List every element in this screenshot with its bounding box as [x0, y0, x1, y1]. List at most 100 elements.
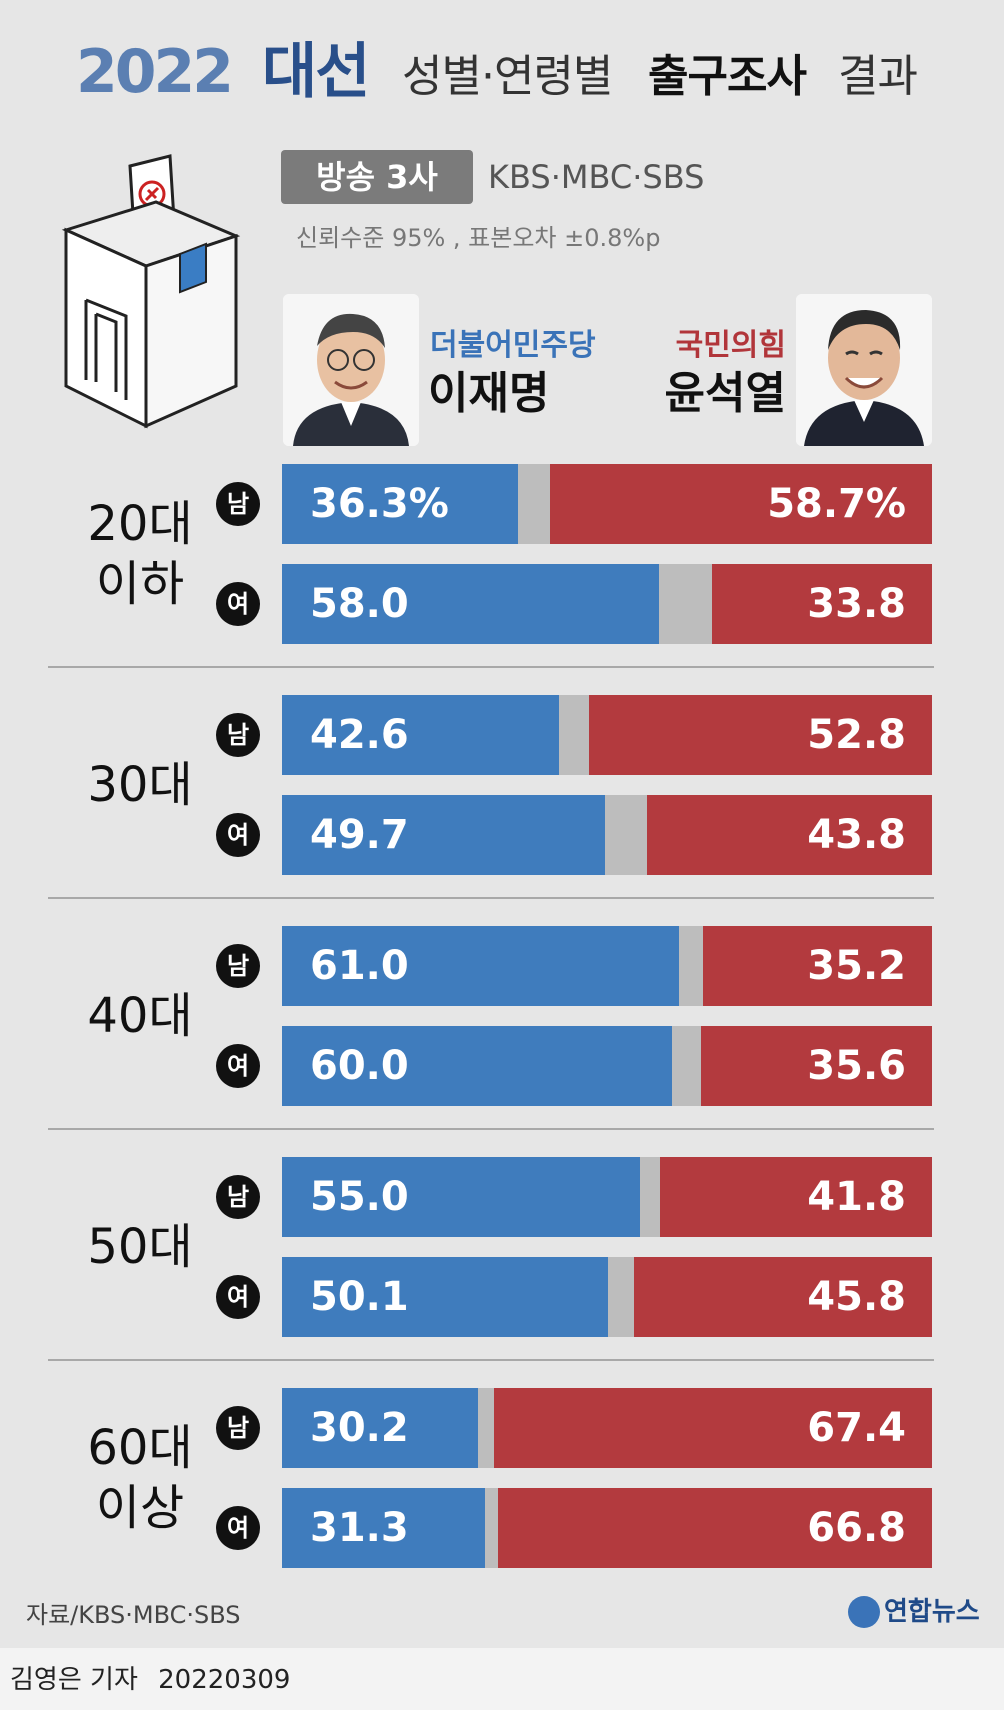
bar-lee — [282, 1026, 672, 1106]
yoon-name: 윤석열 — [664, 368, 786, 419]
broadcasters: KBS·MBC·SBS — [488, 158, 705, 196]
bar-other — [485, 1488, 498, 1568]
age-group-label-line: 20대 — [87, 496, 193, 552]
bar-lee — [282, 1388, 478, 1468]
lee-portrait — [283, 294, 419, 446]
person-icon — [796, 294, 932, 446]
age-group-label: 20대 이하 — [40, 494, 240, 614]
age-group-label-line: 30대 — [87, 757, 193, 813]
group-divider — [48, 1128, 934, 1130]
bar-yoon — [494, 1388, 932, 1468]
value-label-lee: 58.0 — [310, 581, 409, 627]
group-divider — [48, 1359, 934, 1361]
value-label-lee: 55.0 — [310, 1174, 409, 1220]
bar-lee — [282, 1257, 608, 1337]
lee-party: 더불어민주당 — [430, 328, 596, 363]
value-label-yoon: 45.8 — [807, 1274, 906, 1320]
group-divider — [48, 897, 934, 899]
age-group-label-line: 이상 — [95, 1480, 185, 1536]
age-group-label: 50대 — [40, 1217, 240, 1277]
title-election: 대선 — [262, 37, 370, 107]
age-group-label-line: 40대 — [87, 988, 193, 1044]
sex-badge: 여 — [216, 1275, 260, 1319]
bar-yoon — [660, 1157, 932, 1237]
yoon-portrait — [796, 294, 932, 446]
value-label-lee: 49.7 — [310, 812, 409, 858]
age-group-label-line: 50대 — [87, 1219, 193, 1275]
sex-badge: 여 — [216, 582, 260, 626]
value-label-lee: 31.3 — [310, 1505, 409, 1551]
age-group-label-line: 이하 — [95, 556, 185, 612]
sex-badge: 남 — [216, 713, 260, 757]
publish-date: 20220309 — [158, 1665, 291, 1695]
title-result: 결과 — [838, 51, 918, 102]
value-label-yoon: 58.7% — [767, 481, 906, 527]
value-label-lee: 61.0 — [310, 943, 409, 989]
person-icon — [283, 294, 419, 446]
bar-yoon — [589, 695, 932, 775]
bar-yoon — [550, 464, 932, 544]
value-label-yoon: 67.4 — [807, 1405, 906, 1451]
bar-other — [478, 1388, 494, 1468]
sex-badge: 남 — [216, 1406, 260, 1450]
age-group-label: 60대 이상 — [40, 1418, 240, 1538]
bar-lee — [282, 564, 659, 644]
sex-badge: 여 — [216, 1506, 260, 1550]
value-label-yoon: 41.8 — [807, 1174, 906, 1220]
yoon-party: 국민의힘 — [675, 328, 786, 363]
age-group-label-line: 60대 — [87, 1420, 193, 1476]
yonhap-logo-text: 연합뉴스 — [884, 1597, 980, 1627]
value-label-yoon: 35.6 — [807, 1043, 906, 1089]
sex-badge: 남 — [216, 482, 260, 526]
reporter-name: 김영은 기자 — [10, 1665, 138, 1695]
lee-name: 이재명 — [428, 368, 550, 419]
reporter-line: 김영은 기자 20220309 — [10, 1660, 290, 1700]
bar-yoon — [712, 564, 932, 644]
bar-yoon — [647, 795, 932, 875]
value-label-lee: 36.3% — [310, 481, 449, 527]
bar-other — [672, 1026, 701, 1106]
title-subtitle: 성별·연령별 — [402, 51, 613, 102]
bar-yoon — [634, 1257, 932, 1337]
bar-other — [605, 795, 647, 875]
value-label-yoon: 35.2 — [807, 943, 906, 989]
value-label-yoon: 66.8 — [807, 1505, 906, 1551]
bar-other — [679, 926, 703, 1006]
value-label-lee: 30.2 — [310, 1405, 409, 1451]
source-note: 자료/KBS·MBC·SBS — [26, 1601, 241, 1629]
yonhap-logo-icon — [848, 1596, 880, 1628]
age-group-label: 40대 — [40, 986, 240, 1046]
confidence-note: 신뢰수준 95% , 표본오차 ±0.8%p — [296, 224, 661, 252]
bar-yoon — [703, 926, 932, 1006]
broadcast-badge: 방송 3사 — [281, 150, 473, 204]
bar-lee — [282, 464, 518, 544]
value-label-yoon: 43.8 — [807, 812, 906, 858]
bar-lee — [282, 795, 605, 875]
sex-badge: 남 — [216, 1175, 260, 1219]
value-label-lee: 60.0 — [310, 1043, 409, 1089]
bar-other — [640, 1157, 660, 1237]
value-label-lee: 50.1 — [310, 1274, 409, 1320]
bar-yoon — [701, 1026, 932, 1106]
bar-other — [608, 1257, 634, 1337]
bar-lee — [282, 1157, 640, 1237]
sex-badge: 여 — [216, 813, 260, 857]
bar-yoon — [498, 1488, 932, 1568]
ballot-box-icon — [61, 154, 241, 429]
title-year: 2022 — [76, 37, 234, 107]
age-group-label: 30대 — [40, 755, 240, 815]
value-label-yoon: 33.8 — [807, 581, 906, 627]
footer-bar — [0, 1648, 1004, 1710]
value-label-yoon: 52.8 — [807, 712, 906, 758]
bar-lee — [282, 1488, 485, 1568]
sex-badge: 남 — [216, 944, 260, 988]
bar-other — [559, 695, 589, 775]
title-exit-poll: 출구조사 — [648, 51, 807, 102]
bar-lee — [282, 926, 679, 1006]
group-divider — [48, 666, 934, 668]
sex-badge: 여 — [216, 1044, 260, 1088]
value-label-lee: 42.6 — [310, 712, 409, 758]
bar-other — [659, 564, 712, 644]
bar-lee — [282, 695, 559, 775]
